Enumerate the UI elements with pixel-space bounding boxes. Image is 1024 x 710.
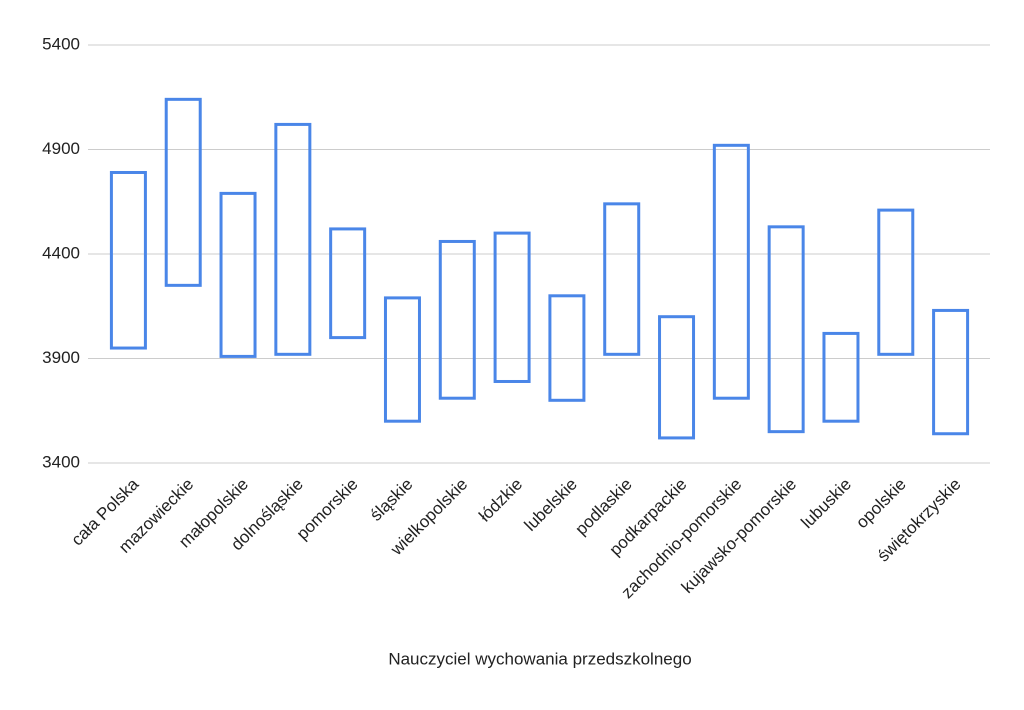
range-bar (603, 202, 641, 356)
x-axis-title: Nauczyciel wychowania przedszkolnego (388, 649, 691, 668)
range-bar (109, 170, 147, 350)
range-bar (822, 331, 860, 423)
range-bar (493, 231, 531, 383)
range-bar (658, 315, 696, 440)
x-tick-label: łódzkie (475, 475, 526, 526)
range-bar (164, 97, 202, 287)
range-bar (329, 227, 367, 340)
y-tick-label: 4400 (42, 243, 80, 262)
y-tick-label: 5400 (42, 34, 80, 53)
range-bar (438, 239, 476, 400)
y-tick-label: 3900 (42, 348, 80, 367)
range-bar (712, 143, 750, 400)
range-bar (767, 225, 805, 434)
range-bar (219, 191, 257, 358)
range-bar (383, 296, 421, 423)
range-bar (548, 294, 586, 402)
range-bar (932, 308, 970, 436)
range-bar (877, 208, 915, 356)
range-bar (274, 122, 312, 356)
x-tick-label: śląskie (366, 475, 416, 525)
y-tick-label: 4900 (42, 139, 80, 158)
x-tick-label: lubuskie (797, 475, 855, 533)
y-tick-label: 3400 (42, 452, 80, 471)
